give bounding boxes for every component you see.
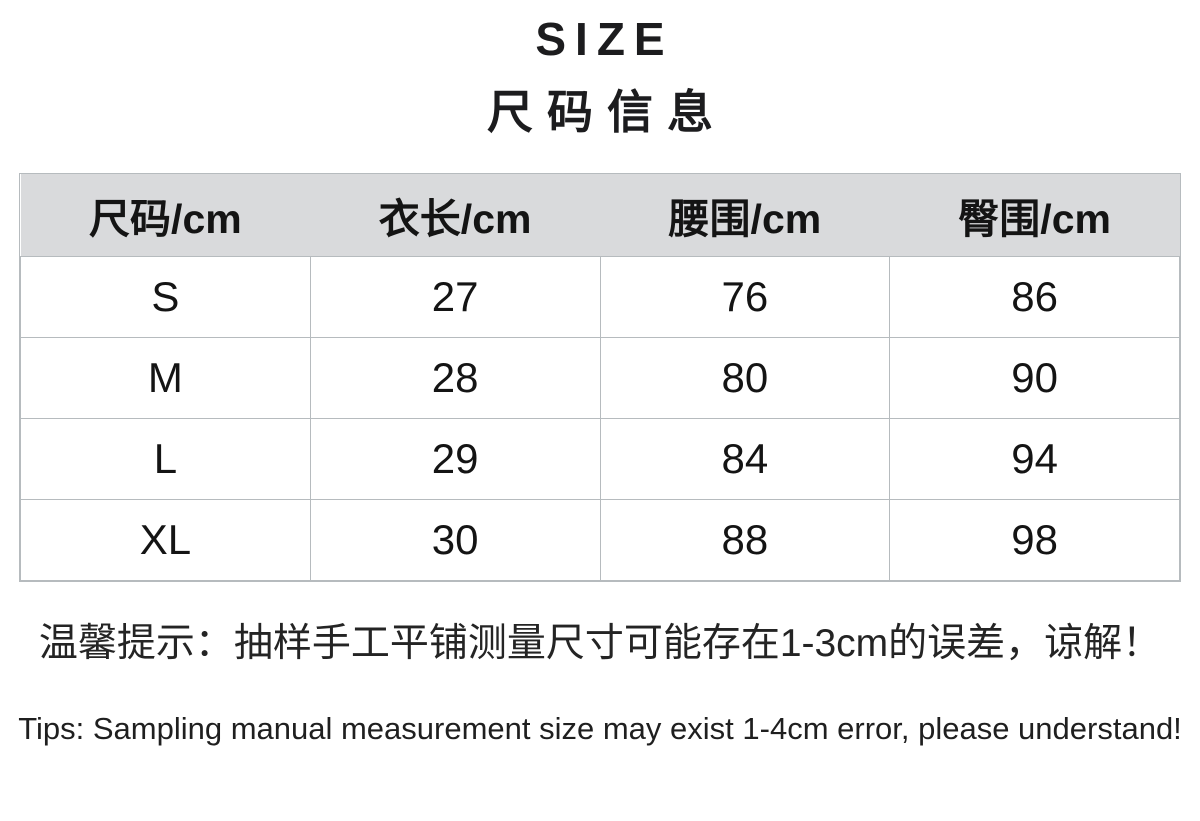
table-row: M 28 80 90: [20, 337, 1180, 419]
waist-cell: 76: [599, 256, 891, 338]
garment-length-cell: 28: [309, 337, 601, 419]
size-label-cell: XL: [20, 499, 311, 581]
waist-cell: 80: [599, 337, 891, 419]
table-header-row: 尺码/cm 衣长/cm 腰围/cm 臀围/cm: [20, 174, 1180, 257]
hip-cell: 90: [889, 337, 1180, 419]
size-table-container: 尺码/cm 衣长/cm 腰围/cm 臀围/cm S 27 76 86 M 28 …: [19, 173, 1181, 582]
header-cell-hip: 臀围/cm: [889, 174, 1180, 257]
waist-cell: 88: [599, 499, 891, 581]
hip-cell: 94: [889, 418, 1180, 500]
page-title: SIZE: [535, 13, 674, 65]
table-row: L 29 84 94: [20, 418, 1180, 500]
garment-length-cell: 30: [309, 499, 601, 581]
waist-cell: 84: [599, 418, 891, 500]
size-label-cell: S: [20, 256, 311, 338]
note-chinese: 温馨提示：抽样手工平铺测量尺寸可能存在1-3cm的误差，谅解！: [38, 622, 1162, 665]
size-label-cell: L: [20, 418, 311, 500]
size-label-cell: M: [20, 337, 311, 419]
hip-cell: 86: [889, 256, 1180, 338]
header-cell-size: 尺码/cm: [20, 174, 311, 257]
page-subtitle: 尺码信息: [487, 86, 727, 138]
hip-cell: 98: [889, 499, 1180, 581]
garment-length-cell: 29: [309, 418, 601, 500]
table-row: XL 30 88 98: [20, 499, 1180, 581]
header-cell-waist: 腰围/cm: [600, 174, 890, 257]
table-row: S 27 76 86: [20, 256, 1180, 338]
size-table: 尺码/cm 衣长/cm 腰围/cm 臀围/cm S 27 76 86 M 28 …: [20, 174, 1180, 581]
garment-length-cell: 27: [309, 256, 601, 338]
header-cell-length: 衣长/cm: [310, 174, 600, 257]
note-english: Tips: Sampling manual measurement size m…: [18, 711, 1182, 746]
